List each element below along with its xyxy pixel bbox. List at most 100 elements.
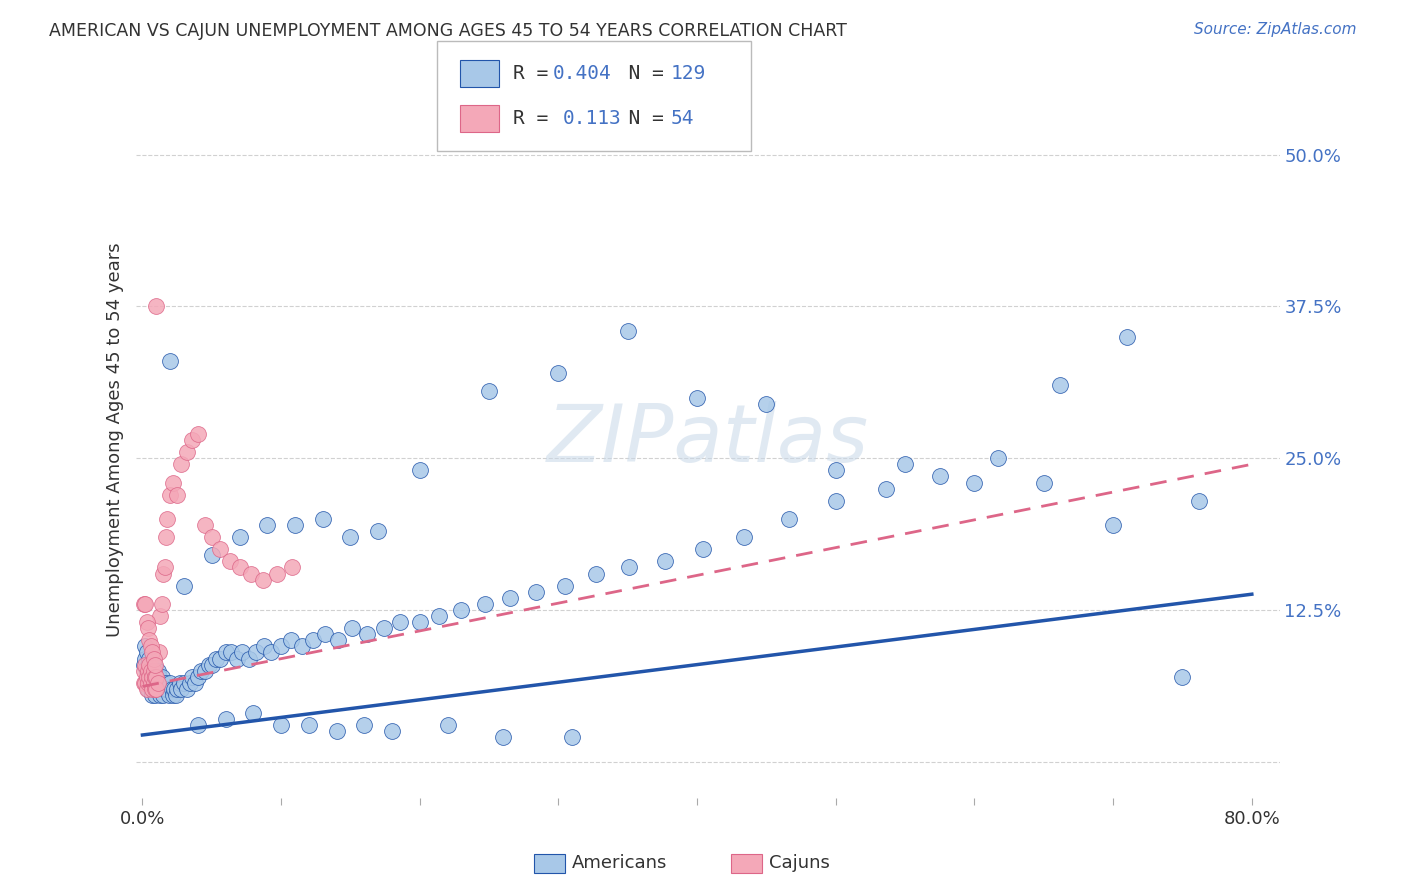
- Point: [547, 366, 569, 380]
- Point: [141, 688, 163, 702]
- Point: [187, 670, 209, 684]
- Point: [778, 512, 800, 526]
- Point: [198, 657, 221, 672]
- Point: [159, 354, 181, 368]
- Point: [135, 675, 157, 690]
- Point: [214, 712, 236, 726]
- Point: [1102, 518, 1125, 533]
- Point: [214, 645, 236, 659]
- Text: R =: R =: [513, 109, 572, 128]
- Point: [340, 621, 363, 635]
- Point: [141, 681, 163, 696]
- Point: [181, 433, 204, 447]
- Point: [242, 706, 264, 721]
- Point: [173, 579, 195, 593]
- Point: [145, 670, 167, 684]
- Point: [156, 512, 179, 526]
- Point: [150, 670, 173, 684]
- Point: [152, 688, 174, 702]
- Point: [136, 670, 159, 684]
- Point: [219, 645, 242, 659]
- Point: [187, 426, 209, 441]
- Point: [134, 597, 156, 611]
- Point: [325, 724, 347, 739]
- Point: [150, 597, 173, 611]
- Point: [134, 651, 156, 665]
- Point: [136, 657, 159, 672]
- Text: Source: ZipAtlas.com: Source: ZipAtlas.com: [1194, 22, 1357, 37]
- Point: [1116, 330, 1139, 344]
- Point: [201, 549, 224, 563]
- Point: [314, 627, 336, 641]
- Point: [256, 518, 278, 533]
- Point: [170, 681, 193, 696]
- Point: [218, 554, 240, 568]
- Point: [201, 657, 224, 672]
- Point: [142, 670, 165, 684]
- Text: N =: N =: [605, 109, 686, 128]
- Point: [686, 391, 709, 405]
- Point: [409, 463, 432, 477]
- Point: [231, 645, 253, 659]
- Point: [194, 664, 217, 678]
- Point: [205, 651, 228, 665]
- Point: [585, 566, 607, 581]
- Point: [190, 664, 212, 678]
- Point: [692, 542, 714, 557]
- Point: [280, 633, 302, 648]
- Point: [617, 324, 640, 338]
- Point: [389, 615, 412, 629]
- Point: [163, 681, 186, 696]
- Point: [166, 681, 188, 696]
- Point: [238, 651, 260, 665]
- Point: [170, 458, 193, 472]
- Point: [373, 621, 395, 635]
- Point: [145, 300, 167, 314]
- Point: [474, 597, 496, 611]
- Point: [524, 584, 547, 599]
- Point: [141, 645, 163, 659]
- Point: [153, 681, 176, 696]
- Point: [184, 675, 207, 690]
- Point: [1171, 670, 1194, 684]
- Point: [436, 718, 458, 732]
- Point: [138, 664, 160, 678]
- Point: [135, 670, 157, 684]
- Point: [139, 657, 162, 672]
- Point: [134, 675, 156, 690]
- Point: [146, 675, 169, 690]
- Point: [132, 664, 155, 678]
- Point: [450, 603, 472, 617]
- Point: [153, 560, 176, 574]
- Point: [143, 670, 166, 684]
- Point: [143, 681, 166, 696]
- Point: [155, 675, 177, 690]
- Text: ZIPatlas: ZIPatlas: [547, 401, 869, 479]
- Y-axis label: Unemployment Among Ages 45 to 54 years: Unemployment Among Ages 45 to 54 years: [107, 243, 124, 637]
- Point: [617, 560, 640, 574]
- Point: [148, 670, 170, 684]
- Point: [160, 681, 183, 696]
- Point: [166, 488, 188, 502]
- Point: [148, 645, 170, 659]
- Point: [181, 670, 204, 684]
- Point: [149, 609, 172, 624]
- Point: [284, 518, 307, 533]
- Point: [173, 675, 195, 690]
- Point: [139, 670, 162, 684]
- Point: [135, 645, 157, 659]
- Point: [194, 518, 217, 533]
- Point: [136, 675, 159, 690]
- Point: [141, 675, 163, 690]
- Point: [139, 664, 162, 678]
- Point: [291, 640, 314, 654]
- Point: [894, 458, 917, 472]
- Point: [138, 633, 160, 648]
- Text: 54: 54: [671, 109, 695, 128]
- Point: [169, 675, 191, 690]
- Point: [143, 688, 166, 702]
- Point: [139, 640, 162, 654]
- Point: [162, 475, 184, 490]
- Point: [142, 681, 165, 696]
- Point: [136, 681, 159, 696]
